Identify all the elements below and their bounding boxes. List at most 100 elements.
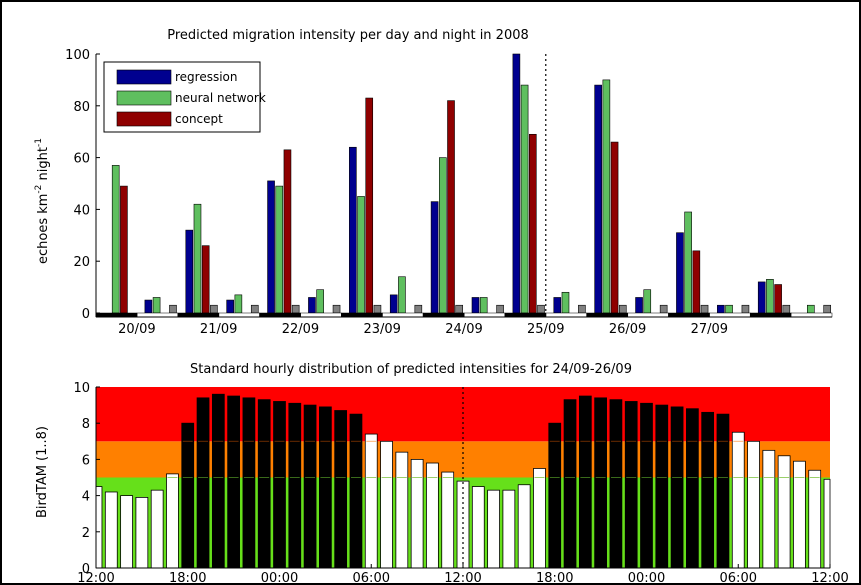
bar-concept-10 <box>528 133 537 314</box>
bar-regression-10 <box>512 53 521 314</box>
bar-neural-network-5 <box>316 289 324 314</box>
hour-bar-44 <box>762 449 776 569</box>
legend-swatch-0 <box>116 69 172 85</box>
top-y-axis-label-sup1: -2 <box>34 185 44 194</box>
day-night-strip-2 <box>177 312 219 318</box>
top-chart-bars <box>111 53 832 314</box>
day-night-strip-5 <box>300 312 342 318</box>
hour-bar-37 <box>655 404 669 569</box>
hour-bar-30 <box>548 422 562 569</box>
top-y-axis-label-mid: night <box>36 147 51 185</box>
bottom-x-tick-label-0: 12:00 <box>77 571 114 585</box>
day-night-strip-15 <box>709 312 751 318</box>
bar-concept-14 <box>692 250 701 314</box>
bar-regression-15 <box>717 304 725 314</box>
hour-bar-13 <box>288 402 302 569</box>
hour-bar-33 <box>594 397 607 569</box>
bar-series4-14 <box>700 304 709 314</box>
hour-bar-12 <box>273 401 286 569</box>
day-night-strip-8 <box>422 312 465 318</box>
hour-bar-16 <box>334 410 348 569</box>
bar-neural-network-12 <box>602 79 611 314</box>
top-chart: Predicted migration intensity per day an… <box>34 28 833 337</box>
bottom-x-tick-label-1: 18:00 <box>169 571 206 585</box>
hour-bar-34 <box>609 399 623 569</box>
top-chart-legend: regression neural network concept <box>103 61 266 133</box>
bar-neural-network-0 <box>111 165 120 314</box>
top-x-tick-label-6: 26/09 <box>609 322 646 337</box>
top-chart-axes: 0 20 40 60 80 100 20/09 21/09 22/09 23/09 24/09 25/… <box>65 48 833 337</box>
bar-neural-network-11 <box>561 291 570 314</box>
top-x-tick-label-0: 20/09 <box>118 322 155 337</box>
hour-bar-41 <box>716 413 730 569</box>
top-x-tick-label-4: 24/09 <box>445 322 482 337</box>
hour-bar-42 <box>731 431 745 569</box>
bottom-x-tick-label-6: 00:00 <box>628 571 665 585</box>
hour-bar-18 <box>364 433 378 569</box>
legend-label-2: concept <box>175 112 223 126</box>
bar-series4-15 <box>741 304 750 314</box>
bar-series4-4 <box>291 304 300 314</box>
hour-bar-39 <box>686 408 699 569</box>
bottom-y-tick-label-4: 8 <box>82 417 90 432</box>
day-night-strip-16 <box>749 312 792 318</box>
hour-bar-22 <box>426 462 439 569</box>
day-night-strip-1 <box>136 312 179 318</box>
hour-bar-5 <box>166 473 179 569</box>
bottom-x-tick-label-2: 00:00 <box>261 571 298 585</box>
hour-bar-43 <box>747 440 760 569</box>
bar-regression-6 <box>349 146 357 314</box>
bar-neural-network-6 <box>357 196 365 314</box>
hour-bar-3 <box>135 497 149 569</box>
hour-bar-10 <box>242 397 256 569</box>
top-y-axis-label: echoes km-2 night-1 <box>34 138 51 264</box>
hour-bar-15 <box>319 406 332 569</box>
bottom-y-axis-label: BirdTAM (1..8) <box>35 426 50 518</box>
bar-regression-8 <box>430 201 439 314</box>
bar-concept-4 <box>283 149 292 314</box>
legend-swatch-1 <box>116 90 172 106</box>
bar-concept-2 <box>201 245 210 314</box>
hour-bar-48 <box>823 478 831 569</box>
bar-regression-4 <box>267 180 275 314</box>
bar-regression-3 <box>226 299 234 314</box>
bottom-chart-axes: 0 2 4 6 8 10 12:00 18:00 00:00 06:00 12:00 18:00 00:… <box>73 381 848 585</box>
hour-bar-32 <box>578 395 592 569</box>
top-y-tick-label-3: 60 <box>73 152 90 167</box>
bar-regression-16 <box>757 281 766 314</box>
bottom-chart-bars <box>95 393 831 569</box>
hour-bar-19 <box>380 440 393 569</box>
bar-neural-network-16 <box>766 279 774 314</box>
top-y-tick-label-0: 0 <box>82 307 90 322</box>
hour-bar-9 <box>227 395 240 569</box>
bar-series4-11 <box>578 304 586 314</box>
top-y-axis-label-main: echoes km <box>36 194 51 264</box>
hour-bar-0 <box>95 486 103 569</box>
day-night-strip-7 <box>381 312 424 318</box>
bar-series4-16 <box>782 304 791 314</box>
hour-bar-4 <box>150 489 164 569</box>
top-chart-title: Predicted migration intensity per day an… <box>167 28 529 43</box>
top-x-tick-label-1: 21/09 <box>200 322 237 337</box>
bar-series4-9 <box>496 304 504 314</box>
hour-bar-24 <box>456 480 470 569</box>
hour-bar-35 <box>624 401 638 569</box>
bottom-chart: Standard hourly distribution of predicte… <box>35 362 849 585</box>
hour-bar-17 <box>349 413 363 569</box>
top-y-tick-label-2: 40 <box>73 203 90 218</box>
top-y-tick-label-4: 80 <box>73 100 90 115</box>
day-night-strip-14 <box>668 312 710 318</box>
day-night-strip-0 <box>95 312 138 318</box>
bar-neural-network-3 <box>234 294 243 314</box>
bar-series4-2 <box>210 304 218 314</box>
day-night-strip-6 <box>341 312 383 318</box>
hour-bar-7 <box>196 397 210 569</box>
bar-neural-network-17 <box>807 304 815 314</box>
hour-bar-8 <box>211 393 225 569</box>
hour-bar-40 <box>701 411 715 569</box>
bar-series4-13 <box>659 304 668 314</box>
bar-neural-network-13 <box>643 289 652 314</box>
bar-series4-7 <box>414 304 423 314</box>
hour-bar-27 <box>502 489 516 569</box>
bar-neural-network-10 <box>520 84 529 314</box>
